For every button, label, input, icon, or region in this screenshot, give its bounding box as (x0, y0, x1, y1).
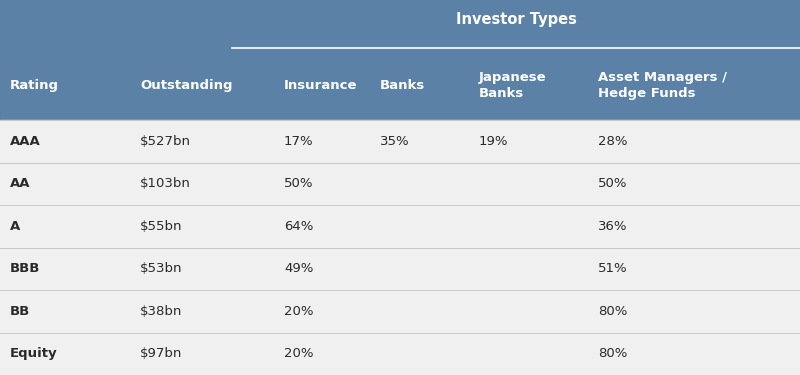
Text: 28%: 28% (598, 135, 628, 148)
Text: $97bn: $97bn (140, 347, 182, 360)
Bar (0, 248, 800, 290)
Text: BB: BB (10, 305, 30, 318)
Text: Insurance: Insurance (284, 79, 358, 92)
Text: $103bn: $103bn (140, 177, 191, 190)
Text: 17%: 17% (284, 135, 314, 148)
Text: 49%: 49% (284, 262, 314, 275)
Bar (0, 51, 800, 120)
Text: 20%: 20% (284, 305, 314, 318)
Bar (0, 120, 800, 162)
Bar (0, 290, 800, 333)
Text: AAA: AAA (10, 135, 40, 148)
Text: 50%: 50% (598, 177, 628, 190)
Text: $53bn: $53bn (140, 262, 182, 275)
Text: 36%: 36% (598, 220, 628, 233)
Text: Outstanding: Outstanding (140, 79, 233, 92)
Text: 19%: 19% (478, 135, 508, 148)
Text: 80%: 80% (598, 305, 628, 318)
Text: 35%: 35% (380, 135, 410, 148)
Text: Banks: Banks (380, 79, 426, 92)
Bar (0, 162, 800, 205)
Text: $38bn: $38bn (140, 305, 182, 318)
Bar (0, 333, 800, 375)
Text: 50%: 50% (284, 177, 314, 190)
Text: BBB: BBB (10, 262, 40, 275)
Bar (0, 205, 800, 248)
Text: A: A (10, 220, 20, 233)
Text: 51%: 51% (598, 262, 628, 275)
Text: Equity: Equity (10, 347, 58, 360)
Text: Japanese
Banks: Japanese Banks (478, 71, 546, 100)
Text: AA: AA (10, 177, 30, 190)
Text: Investor Types: Investor Types (455, 12, 577, 27)
Text: Asset Managers /
Hedge Funds: Asset Managers / Hedge Funds (598, 71, 727, 100)
Bar (0, 0, 800, 51)
Text: $55bn: $55bn (140, 220, 182, 233)
Text: Rating: Rating (10, 79, 58, 92)
Text: $527bn: $527bn (140, 135, 191, 148)
Text: 80%: 80% (598, 347, 628, 360)
Text: 20%: 20% (284, 347, 314, 360)
Text: 64%: 64% (284, 220, 314, 233)
